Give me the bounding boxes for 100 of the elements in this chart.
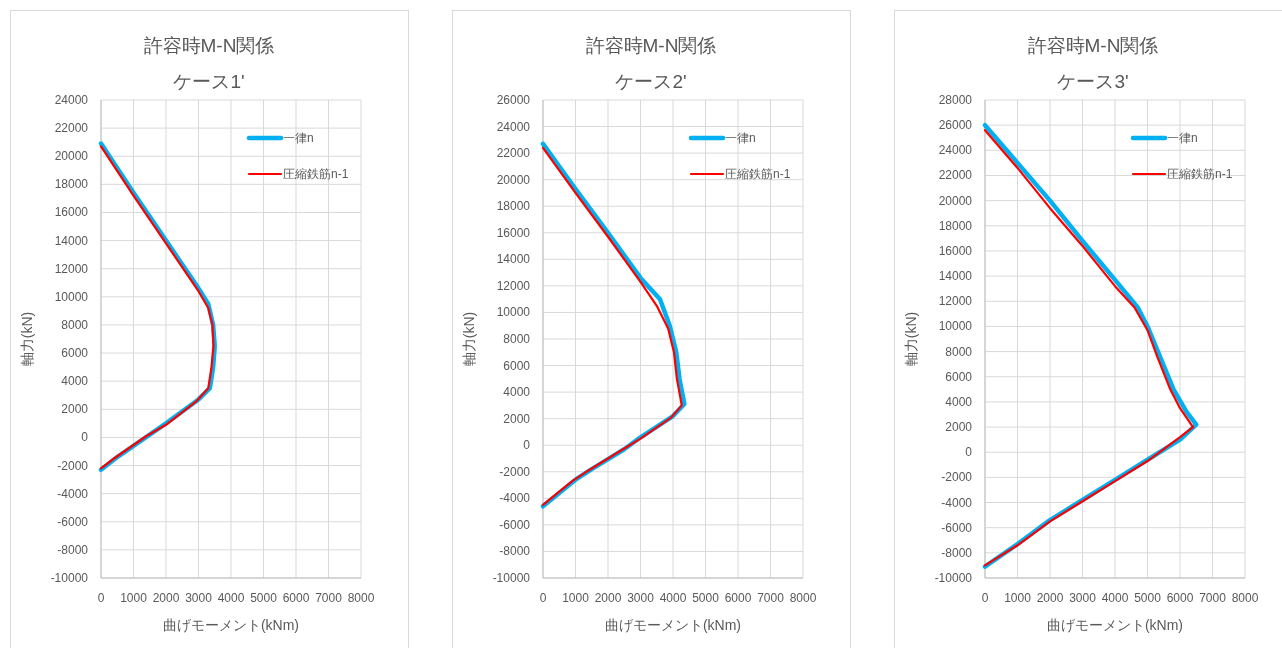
y-tick-label: 2000 xyxy=(503,411,531,426)
x-tick-label: 8000 xyxy=(347,591,375,605)
y-tick-label: 24000 xyxy=(54,93,89,107)
y-tick-label: 12000 xyxy=(54,261,89,276)
x-tick-label: 7000 xyxy=(1199,591,1227,605)
chart-title: 許容時M-N関係 xyxy=(143,35,275,56)
x-tick-label: 6000 xyxy=(282,591,310,605)
legend-label: 圧縮鉄筋n-1 xyxy=(283,167,349,181)
x-tick-label: 8000 xyxy=(1231,591,1259,605)
x-tick-label: 4000 xyxy=(659,591,687,605)
y-tick-label: 12000 xyxy=(496,278,531,293)
y-tick-label: 6000 xyxy=(503,358,531,373)
x-axis-title: 曲げモーメント(kNm) xyxy=(162,617,300,633)
y-tick-label: -10000 xyxy=(50,571,89,585)
y-tick-label: 4000 xyxy=(945,394,973,409)
y-tick-label: 26000 xyxy=(496,93,531,107)
y-tick-label: 26000 xyxy=(938,118,973,133)
x-tick-label: 1000 xyxy=(120,591,148,605)
y-tick-label: 12000 xyxy=(938,294,973,309)
y-axis-title: 軸力(kN) xyxy=(903,311,919,367)
x-tick-label: 3000 xyxy=(185,591,213,605)
x-tick-label: 6000 xyxy=(724,591,752,605)
y-tick-label: -2000 xyxy=(941,470,973,485)
y-tick-label: 6000 xyxy=(945,369,973,384)
x-tick-label: 1000 xyxy=(562,591,590,605)
chart-title: 許容時M-N関係 xyxy=(585,35,717,56)
y-tick-label: 14000 xyxy=(54,233,89,248)
y-tick-label: 18000 xyxy=(496,199,531,214)
legend-label: 圧縮鉄筋n-1 xyxy=(725,167,791,181)
x-tick-label: 0 xyxy=(97,591,105,605)
y-tick-label: 18000 xyxy=(938,218,973,233)
y-tick-label: 20000 xyxy=(938,193,973,208)
chart-subtitle: ケース2' xyxy=(615,71,687,92)
x-tick-label: 2000 xyxy=(152,591,180,605)
y-axis-title: 軸力(kN) xyxy=(461,311,477,367)
y-tick-label: 16000 xyxy=(496,225,531,240)
legend-label: 一律n xyxy=(725,131,756,145)
x-tick-label: 3000 xyxy=(1069,591,1097,605)
x-tick-label: 5000 xyxy=(692,591,720,605)
x-tick-label: 0 xyxy=(539,591,547,605)
y-tick-label: -4000 xyxy=(499,491,531,506)
y-tick-label: -2000 xyxy=(57,458,89,473)
x-axis-title: 曲げモーメント(kNm) xyxy=(1046,617,1184,633)
x-tick-label: 4000 xyxy=(1101,591,1129,605)
chart-subtitle: ケース1' xyxy=(173,71,245,92)
y-tick-label: 0 xyxy=(965,445,973,460)
y-tick-label: -2000 xyxy=(499,464,531,479)
y-tick-label: -4000 xyxy=(57,486,89,501)
y-tick-label: -10000 xyxy=(492,571,531,585)
x-tick-label: 8000 xyxy=(789,591,817,605)
x-axis-title: 曲げモーメント(kNm) xyxy=(604,617,742,633)
x-tick-label: 2000 xyxy=(594,591,622,605)
y-tick-label: 22000 xyxy=(496,146,531,161)
y-tick-label: 28000 xyxy=(938,93,973,107)
y-tick-label: 4000 xyxy=(503,385,531,400)
x-tick-label: 7000 xyxy=(315,591,343,605)
y-tick-label: 18000 xyxy=(54,177,89,192)
y-tick-label: 14000 xyxy=(938,269,973,284)
chart-title: 許容時M-N関係 xyxy=(1027,35,1159,56)
y-tick-label: 8000 xyxy=(945,344,973,359)
y-tick-label: -10000 xyxy=(934,571,973,585)
y-tick-label: 0 xyxy=(523,438,531,453)
y-tick-label: 20000 xyxy=(496,172,531,187)
y-tick-label: 2000 xyxy=(61,402,89,417)
x-tick-label: 5000 xyxy=(1134,591,1162,605)
x-tick-label: 1000 xyxy=(1004,591,1032,605)
y-tick-label: 8000 xyxy=(61,317,89,332)
x-tick-label: 2000 xyxy=(1036,591,1064,605)
y-tick-label: -6000 xyxy=(941,520,973,535)
y-tick-label: 16000 xyxy=(938,243,973,258)
y-tick-label: 8000 xyxy=(503,332,531,346)
y-tick-label: 14000 xyxy=(496,252,531,267)
y-axis-title: 軸力(kN) xyxy=(19,311,35,367)
x-tick-label: 3000 xyxy=(627,591,655,605)
y-tick-label: -8000 xyxy=(499,544,531,559)
x-tick-label: 6000 xyxy=(1166,591,1194,605)
legend-label: 一律n xyxy=(1167,131,1198,145)
y-tick-label: 2000 xyxy=(945,420,973,435)
y-tick-label: -8000 xyxy=(941,545,973,560)
y-tick-label: -4000 xyxy=(941,495,973,510)
x-tick-label: 5000 xyxy=(250,591,278,605)
y-tick-label: -6000 xyxy=(57,514,89,529)
legend-label: 圧縮鉄筋n-1 xyxy=(1167,167,1233,181)
y-tick-label: 16000 xyxy=(54,205,89,220)
y-tick-label: 24000 xyxy=(938,143,973,158)
y-tick-label: 20000 xyxy=(54,149,89,164)
legend-label: 一律n xyxy=(283,131,314,145)
y-tick-label: -6000 xyxy=(499,517,531,532)
x-tick-label: 0 xyxy=(981,591,989,605)
chart-subtitle: ケース3' xyxy=(1057,71,1129,92)
y-tick-label: 10000 xyxy=(54,289,89,304)
x-tick-label: 7000 xyxy=(757,591,785,605)
y-tick-label: 0 xyxy=(81,430,89,445)
y-tick-label: 4000 xyxy=(61,374,89,389)
y-tick-label: -8000 xyxy=(57,542,89,557)
y-tick-label: 10000 xyxy=(496,305,531,320)
y-tick-label: 6000 xyxy=(61,346,89,361)
y-tick-label: 22000 xyxy=(938,168,973,183)
y-tick-label: 24000 xyxy=(496,119,531,134)
y-tick-label: 22000 xyxy=(54,121,89,136)
